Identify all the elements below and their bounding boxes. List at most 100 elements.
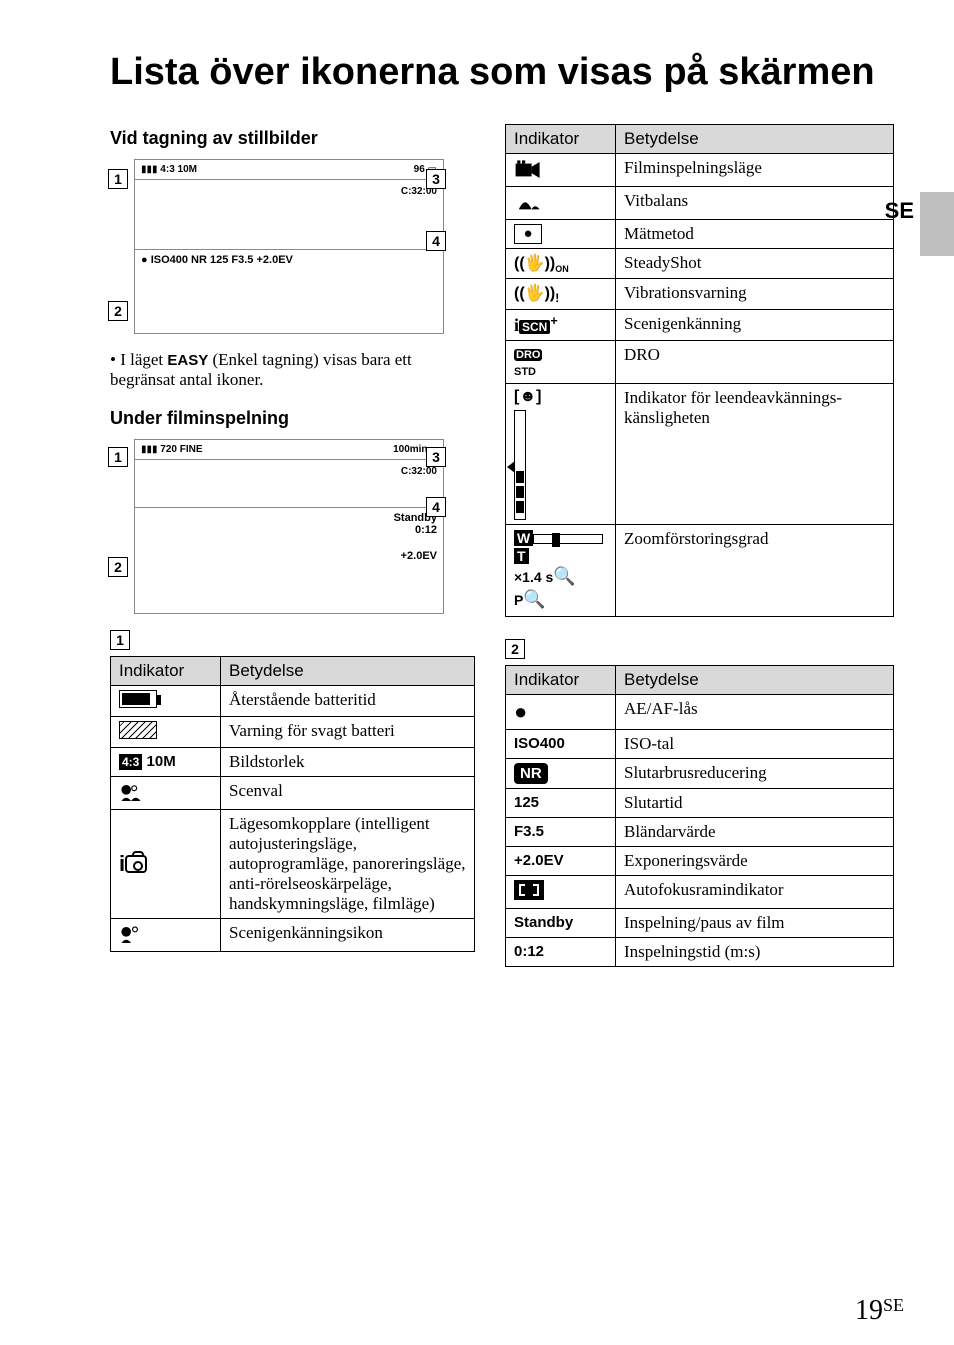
cell-text: Bildstorlek (221, 747, 475, 776)
table-row: Filminspelningsläge (506, 153, 894, 186)
cell-text: Vibrationsvarning (616, 278, 894, 309)
cell-text: Inspelning/paus av film (616, 908, 894, 937)
af-frame-icon (506, 875, 616, 908)
movie-standby: Standby (141, 512, 437, 524)
movie-mid-right: C:32:00 (401, 466, 437, 477)
movie-top-left: ▮▮▮ 720 FINE (141, 444, 203, 455)
table-row: Indikator Betydelse (506, 124, 894, 153)
th-indikator: Indikator (506, 124, 616, 153)
still-diagram: 1 2 3 4 ▮▮▮ 4:3 10M 96 ▭ C:32:00 ● ISO40… (110, 159, 450, 334)
side-tab (920, 192, 954, 256)
th-indikator: Indikator (111, 656, 221, 685)
diagram-bottom: ● ISO400 NR 125 F3.5 +2.0EV (135, 250, 443, 270)
th-betydelse: Betydelse (221, 656, 475, 685)
mode-switch-icon: i (111, 809, 221, 918)
diagram-top-left-icons: ▮▮▮ 4:3 10M (141, 164, 197, 175)
cell-text: SteadyShot (616, 248, 894, 278)
table-row: [☻] Indikator för leendeavkännings-känsl… (506, 383, 894, 524)
iso-icon: ISO400 (506, 729, 616, 758)
callout-3: 3 (426, 169, 446, 189)
movie-ev: +2.0EV (141, 550, 437, 562)
table-row: Scenigenkänningsikon (111, 918, 475, 951)
ev-icon: +2.0EV (506, 846, 616, 875)
aperture-icon: F3.5 (506, 817, 616, 846)
th-betydelse: Betydelse (616, 665, 894, 694)
easy-label: EASY (167, 352, 208, 369)
table-row: WT ×1.4 s🔍 P🔍 Zoomförstoringsgrad (506, 524, 894, 616)
table-row: Vitbalans (506, 186, 894, 219)
th-indikator: Indikator (506, 665, 616, 694)
table-row: iSCN+ Scenigenkänning (506, 309, 894, 340)
cell-text: Exponeringsvärde (616, 846, 894, 875)
callout-box-2: 2 (505, 639, 525, 659)
cell-text: Varning för svagt batteri (221, 716, 475, 747)
white-balance-icon (506, 186, 616, 219)
cell-text: Filminspelningsläge (616, 153, 894, 186)
page-title: Lista över ikonerna som visas på skärmen (110, 50, 894, 96)
cell-text: Inspelningstid (m:s) (616, 937, 894, 966)
iscn-icon: iSCN+ (506, 309, 616, 340)
table-row: ● Mätmetod (506, 219, 894, 248)
rec-time-icon: 0:12 (506, 937, 616, 966)
table-row: Indikator Betydelse (506, 665, 894, 694)
table-row: DROSTD DRO (506, 340, 894, 383)
cell-text: Scenval (221, 776, 475, 809)
vibration-warning-icon: ((🖐))! (506, 278, 616, 309)
cell-text: Vitbalans (616, 186, 894, 219)
left-column: Vid tagning av stillbilder 1 2 3 4 ▮▮▮ 4… (110, 124, 475, 952)
table-row: Scenval (111, 776, 475, 809)
table-3: Indikator Betydelse ● AE/AF-lås ISO400 I… (505, 665, 894, 967)
th-betydelse: Betydelse (616, 124, 894, 153)
section-callout-1: 1 (110, 630, 475, 650)
table-row: ((🖐))ON SteadyShot (506, 248, 894, 278)
cell-text: Scenigenkänningsikon (221, 918, 475, 951)
movie-diagram: 1 2 3 4 ▮▮▮ 720 FINE 100min▭ C:32:00 (110, 439, 450, 614)
callout-2: 2 (108, 301, 128, 321)
cell-text: Zoomförstoringsgrad (616, 524, 894, 616)
cell-text: Bländarvärde (616, 817, 894, 846)
cell-text: DRO (616, 340, 894, 383)
callout-1b: 1 (108, 447, 128, 467)
scene-recog-icon (111, 918, 221, 951)
movie-mode-icon (506, 153, 616, 186)
heading-movie: Under filminspelning (110, 408, 475, 429)
smile-sensitivity-icon: [☻] (506, 383, 616, 524)
side-label: SE (885, 198, 914, 224)
table-row: Indikator Betydelse (111, 656, 475, 685)
cell-text: Mätmetod (616, 219, 894, 248)
columns: Vid tagning av stillbilder 1 2 3 4 ▮▮▮ 4… (110, 124, 894, 967)
table-row: Återstående batteritid (111, 685, 475, 716)
movie-time: 0:12 (141, 524, 437, 536)
table-1: Indikator Betydelse Återstående batterit… (110, 656, 475, 952)
cell-text: Indikator för leendeavkännings-känslighe… (616, 383, 894, 524)
table-row: ● AE/AF-lås (506, 694, 894, 729)
steadyshot-icon: ((🖐))ON (506, 248, 616, 278)
ae-af-lock-icon: ● (506, 694, 616, 729)
image-size-icon: 4:3 4:3 10M10M (111, 747, 221, 776)
table-row: NR Slutarbrusreducering (506, 758, 894, 788)
table-row: i Lägesomkopplare (intelligent autojuste… (111, 809, 475, 918)
cell-text: ISO-tal (616, 729, 894, 758)
page-number: 19SE (855, 1295, 904, 1327)
table-row: ((🖐))! Vibrationsvarning (506, 278, 894, 309)
cell-text: Återstående batteritid (221, 685, 475, 716)
table-row: Standby Inspelning/paus av film (506, 908, 894, 937)
table-2: Indikator Betydelse Filminspelningsläge … (505, 124, 894, 617)
table-row: 0:12 Inspelningstid (m:s) (506, 937, 894, 966)
table-row: Varning för svagt batteri (111, 716, 475, 747)
battery-full-icon (111, 685, 221, 716)
table-row: +2.0EV Exponeringsvärde (506, 846, 894, 875)
nr-icon: NR (506, 758, 616, 788)
note-easy: I läget EASY (Enkel tagning) visas bara … (110, 350, 475, 390)
cell-text: Slutarbrusreducering (616, 758, 894, 788)
cell-text: Slutartid (616, 788, 894, 817)
standby-icon: Standby (506, 908, 616, 937)
page: Lista över ikonerna som visas på skärmen… (0, 0, 954, 997)
dro-icon: DROSTD (506, 340, 616, 383)
table-row: F3.5 Bländarvärde (506, 817, 894, 846)
callout-2b: 2 (108, 557, 128, 577)
cell-text: Scenigenkänning (616, 309, 894, 340)
section-callout-2: 2 (505, 639, 894, 659)
callout-4b: 4 (426, 497, 446, 517)
table-row: ISO400 ISO-tal (506, 729, 894, 758)
